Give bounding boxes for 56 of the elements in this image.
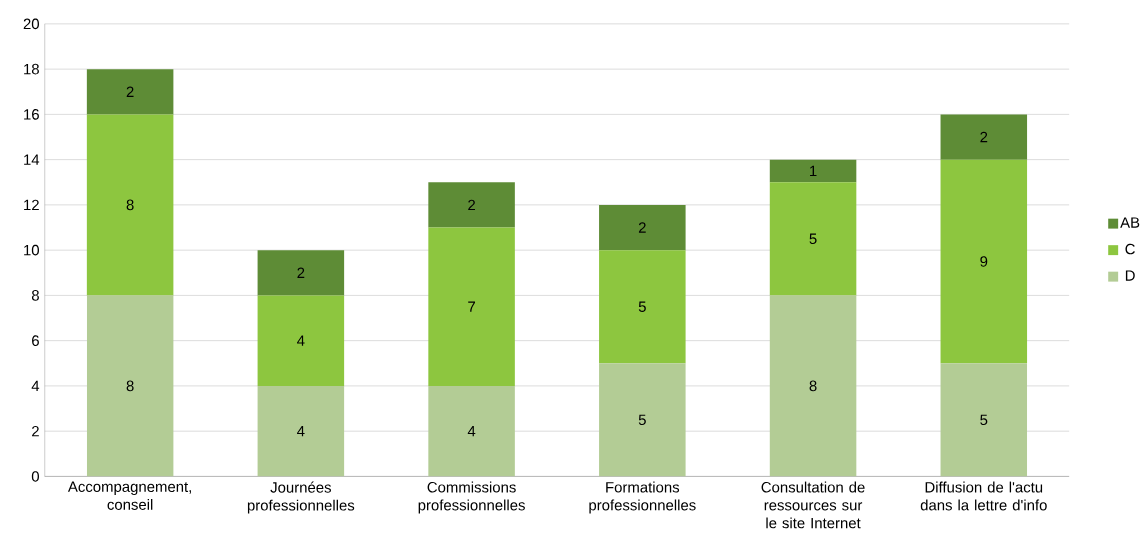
data-label: 9 [980,256,988,267]
bar [257,250,345,296]
bar [940,363,1028,477]
data-label: 2 [980,131,988,143]
bar [769,159,857,183]
data-label: 4 [297,426,305,437]
data-label: 1 [810,165,817,177]
data-label: 5 [980,414,988,426]
bar [257,295,345,386]
bar [599,363,686,477]
x-tick-label: Consultation de ressources sur le site Internet [761,481,865,529]
bar [86,295,174,477]
y-tick-label: 6 [32,335,39,346]
x-tick-label: Journées professionnelles [247,481,355,514]
bar [940,114,1028,160]
bar [428,227,515,386]
data-label: 7 [468,301,475,312]
y-tick-label: 20 [23,18,39,30]
data-label: 8 [126,199,134,211]
data-label: 5 [809,233,817,245]
x-tick-label: Accompagnement, conseil [67,481,191,510]
data-label: 8 [809,380,817,392]
bar [769,295,857,477]
x-tick-label: Commissions professionnelles [418,481,525,514]
bar [940,159,1028,364]
x-tick-label: Formations professionnelles [589,481,696,514]
data-label: 4 [467,426,476,437]
y-tick-label: 14 [24,154,40,165]
y-tick-label: 0 [31,471,39,482]
x-tick-label: Diffusion de l'actu dans la lettre d'info [920,481,1047,511]
y-tick-label: 16 [24,109,39,120]
y-tick-label: 2 [32,425,39,437]
data-label: 4 [297,335,305,346]
data-label: 2 [126,86,134,97]
data-label: 2 [638,222,646,233]
bar [599,250,686,364]
y-tick-label: 4 [31,380,40,392]
data-label: 2 [468,199,475,211]
y-tick-label: 18 [24,63,39,75]
data-label: 2 [297,267,305,278]
data-label: 5 [638,414,646,426]
bar [428,385,515,477]
bar [86,69,174,115]
legend-label: AB [1120,217,1140,228]
y-tick-label: 10 [24,244,39,256]
bar [428,182,515,228]
legend-label: C [1125,243,1135,255]
y-tick-label: 12 [24,199,39,211]
bar [599,204,686,251]
legend-label: D [1125,270,1135,281]
data-label: 8 [126,380,134,392]
bar [769,182,857,296]
bar [257,385,345,477]
data-label: 5 [638,301,646,312]
y-tick-label: 8 [31,290,39,301]
bar [86,114,174,296]
